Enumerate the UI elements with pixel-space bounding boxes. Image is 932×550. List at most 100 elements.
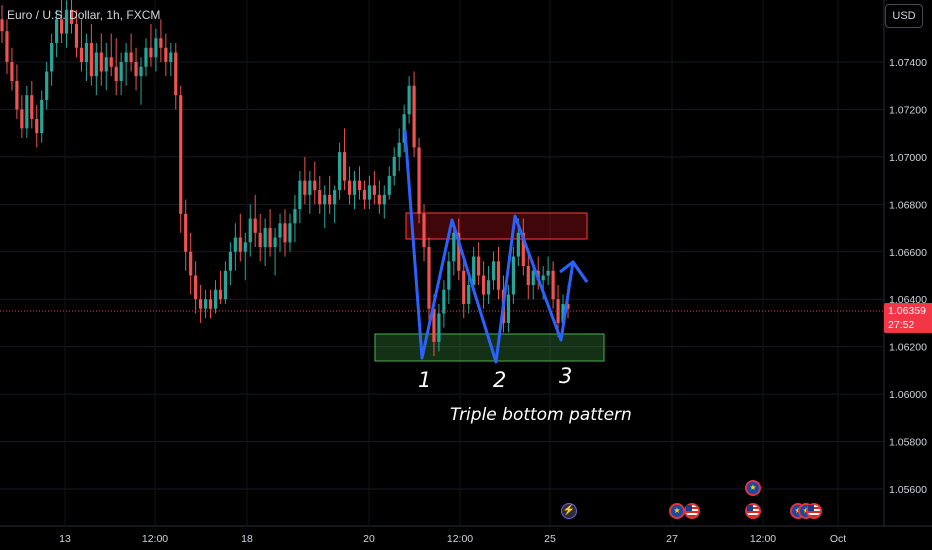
candle [268, 209, 272, 257]
candle [293, 194, 297, 243]
candle [109, 33, 113, 77]
time-tick-label: Oct [830, 533, 846, 545]
candle [74, 9, 79, 58]
candle [40, 90, 44, 143]
candle [457, 218, 461, 281]
candle [248, 204, 252, 257]
time-tick-label: 12:00 [142, 533, 168, 545]
candle [238, 213, 242, 262]
candle [203, 289, 208, 319]
candle [134, 47, 138, 91]
candle [288, 213, 292, 252]
candle [303, 156, 307, 205]
candle [45, 62, 49, 110]
candle [99, 33, 103, 86]
candle [164, 33, 168, 77]
candle [437, 303, 441, 352]
currency-button[interactable]: USD [885, 4, 923, 28]
candle [55, 9, 59, 58]
current-price-value: 1.06359 [888, 305, 926, 317]
current-price-badge: 1.06359 27:52 [884, 303, 932, 333]
candle [263, 218, 267, 267]
flash-icon[interactable]: ⚡ [561, 503, 577, 519]
candle [491, 251, 496, 290]
triple-bottom-path[interactable] [403, 129, 589, 364]
candle [422, 204, 426, 262]
candle [159, 19, 163, 62]
candle [198, 284, 203, 323]
candle [417, 137, 421, 224]
candle [79, 19, 84, 72]
symbol-title[interactable]: Euro / U.S. Dollar, 1h, FXCM [7, 8, 161, 22]
candle [278, 213, 282, 252]
eu-flag-icon[interactable]: ★ [745, 480, 761, 496]
us-flag-icon[interactable] [806, 503, 822, 519]
candle [546, 256, 550, 285]
resistance-zone[interactable] [405, 212, 588, 240]
candle [35, 104, 39, 148]
candle [139, 57, 143, 105]
candle [442, 280, 446, 328]
candle [253, 194, 257, 248]
candle [0, 5, 4, 44]
candle [318, 175, 322, 214]
candle [184, 199, 188, 271]
candle [84, 33, 89, 81]
price-tick-label: 1.06200 [889, 342, 927, 354]
candle [313, 161, 317, 205]
price-tick-label: 1.07200 [889, 104, 927, 116]
candle [367, 175, 372, 210]
bottom-label-2: 2 [493, 368, 506, 392]
candle [328, 175, 332, 214]
candle [452, 223, 456, 276]
candle [551, 261, 555, 309]
price-tick-label: 1.05800 [889, 437, 927, 449]
time-axis[interactable]: 13 12:00 18 20 12:00 25 27 12:00 Oct [59, 533, 846, 545]
candle [382, 185, 386, 219]
candle [342, 128, 347, 191]
candle [333, 185, 337, 224]
us-flag-icon[interactable] [684, 503, 700, 519]
candle [377, 180, 381, 214]
candle [506, 284, 511, 333]
candle [338, 142, 342, 200]
candle [218, 270, 223, 304]
candle [308, 171, 312, 214]
candle [233, 223, 237, 271]
candle [5, 19, 9, 74]
eu-flag-icon[interactable]: ★ [669, 503, 685, 519]
candle [427, 237, 431, 323]
candle [283, 209, 287, 257]
time-tick-label: 12:00 [750, 533, 776, 545]
bottom-label-3: 3 [559, 364, 572, 388]
candle [119, 52, 123, 96]
candle [347, 166, 352, 205]
candle [481, 261, 486, 309]
us-flag-icon[interactable] [745, 503, 761, 519]
price-axis[interactable]: 1.074001.072001.070001.068001.066001.064… [889, 57, 927, 496]
candle [179, 85, 183, 233]
candle [447, 251, 451, 304]
candle [129, 33, 133, 72]
candle-countdown: 27:52 [888, 319, 915, 331]
price-tick-label: 1.06600 [889, 247, 927, 259]
candle [467, 275, 471, 314]
grid [0, 0, 932, 527]
candle [273, 228, 277, 276]
candle [89, 24, 93, 86]
candle [104, 43, 108, 91]
candle [64, 0, 69, 48]
candle [521, 218, 525, 276]
candle [30, 80, 34, 129]
candle [223, 261, 228, 304]
candle [357, 166, 362, 200]
candle [323, 185, 327, 229]
candle [124, 43, 128, 86]
candle [362, 180, 367, 210]
candle [10, 47, 14, 91]
candle [169, 43, 173, 77]
candle [407, 76, 411, 124]
candle [20, 95, 24, 138]
